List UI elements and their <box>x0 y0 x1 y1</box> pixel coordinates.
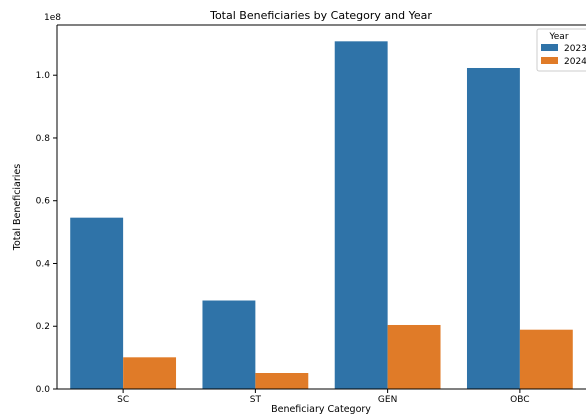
bar-2024-gen <box>387 324 441 389</box>
y-tick-label: 1.0 <box>36 71 51 81</box>
legend: Year 2023 2024 <box>536 28 586 72</box>
legend-title: Year <box>548 32 568 42</box>
bar-2024-sc <box>123 357 177 389</box>
legend-label-2024: 2024 <box>564 57 586 67</box>
bar-2023-gen <box>334 41 388 389</box>
x-axis-title: Beneficiary Category <box>271 404 371 415</box>
legend-swatch-2023 <box>541 44 558 51</box>
bar-2024-obc <box>519 329 573 389</box>
y-tick-label: 0.8 <box>36 134 51 144</box>
bar-2023-sc <box>70 217 124 389</box>
x-tick-label-obc: OBC <box>510 395 529 405</box>
bar-2024-st <box>255 373 309 389</box>
legend-label-2023: 2023 <box>564 44 586 54</box>
y-axis-title: Total Beneficiaries <box>12 164 23 251</box>
y-tick-label: 0.2 <box>36 322 50 332</box>
y-tick-label: 0.6 <box>36 197 51 207</box>
bar-2023-st <box>202 300 256 389</box>
legend-swatch-2024 <box>541 57 558 64</box>
x-tick-label-gen: GEN <box>378 395 397 405</box>
bar-2023-obc <box>466 67 520 390</box>
y-tick-label: 0.0 <box>36 385 51 395</box>
chart-title: Total Beneficiaries by Category and Year <box>209 9 432 22</box>
plot-area: 0.0 0.2 0.4 0.6 0.8 1.0 SC ST GEN OBC <box>36 24 586 405</box>
x-tick-label-sc: SC <box>117 395 129 405</box>
x-tick-label-st: ST <box>250 395 262 405</box>
y-axis-scale-label: 1e8 <box>44 13 61 23</box>
y-tick-label: 0.4 <box>36 259 51 269</box>
